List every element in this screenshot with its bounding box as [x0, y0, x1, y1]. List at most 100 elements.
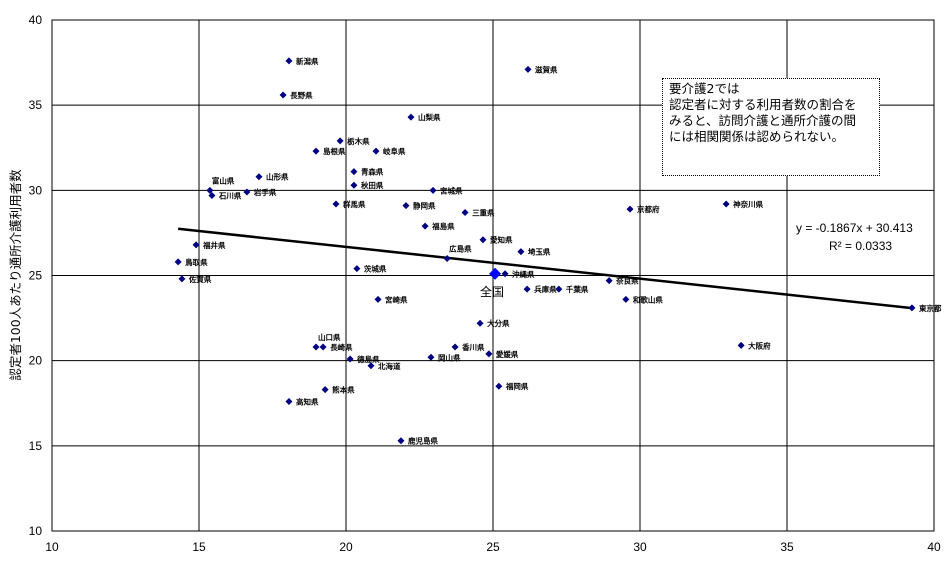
data-point-label: 大阪府	[748, 340, 771, 350]
data-point-label: 香川県	[461, 342, 485, 352]
data-point	[192, 241, 200, 249]
data-point-label: 滋賀県	[535, 64, 558, 74]
data-point	[495, 382, 503, 390]
annotation-line: 認定者に対する利用者数の割合を	[669, 97, 857, 112]
data-point	[485, 350, 493, 358]
data-point	[319, 343, 327, 351]
data-point	[178, 275, 186, 283]
data-point-label: 茨城県	[364, 264, 387, 274]
annotation-box: 要介護2では 認定者に対する利用者数の割合を みると、訪問介護と通所介護の間 に…	[662, 78, 880, 176]
data-point	[206, 186, 214, 194]
y-tick-label: 25	[29, 269, 43, 283]
data-point	[350, 181, 358, 189]
data-point-label: 愛知県	[490, 235, 513, 245]
data-point	[372, 147, 380, 155]
annotation-line: には相関関係は認められない。	[669, 129, 845, 144]
data-point	[476, 319, 484, 327]
y-tick-label: 10	[29, 524, 43, 538]
data-point-label: 福井県	[202, 240, 226, 250]
data-point	[407, 113, 415, 121]
x-tick-label: 40	[927, 540, 941, 554]
data-point-label: 和歌山県	[633, 294, 663, 304]
data-point-label: 山形県	[266, 172, 289, 182]
data-point-label: 富山県	[212, 175, 235, 185]
data-point	[397, 437, 405, 445]
data-point	[427, 353, 435, 361]
data-point	[374, 295, 382, 303]
data-point-label: 栃木県	[347, 136, 370, 146]
data-point-label: 秋田県	[360, 180, 384, 190]
data-point	[479, 236, 487, 244]
data-point-label: 神奈川県	[733, 199, 763, 209]
data-point	[605, 277, 613, 285]
data-point	[367, 362, 375, 370]
data-point-label: 岐阜県	[383, 146, 406, 156]
data-point-label: 鹿児島県	[408, 436, 438, 446]
data-point	[501, 270, 509, 278]
data-point	[523, 285, 531, 293]
trendline	[177, 227, 913, 310]
data-point-label: 群馬県	[342, 199, 366, 209]
data-point-label: 広島県	[449, 243, 472, 253]
data-point	[332, 200, 340, 208]
data-point	[737, 341, 745, 349]
trendline-group	[177, 227, 913, 310]
data-point-label: 新潟県	[296, 56, 319, 66]
y-tick-label: 35	[29, 98, 43, 112]
data-point-label: 山梨県	[418, 112, 441, 122]
data-point	[346, 355, 354, 363]
data-point	[524, 65, 532, 73]
data-point	[312, 147, 320, 155]
data-point-label: 沖縄県	[512, 269, 535, 279]
data-point-label: 島根県	[323, 146, 346, 156]
data-point-label: 静岡県	[413, 201, 436, 211]
annotation-line: みると、訪問介護と通所介護の間	[669, 113, 857, 128]
y-tick-label: 15	[29, 439, 43, 453]
data-point-label: 埼玉県	[528, 247, 551, 257]
data-point-label: 福島県	[431, 221, 455, 231]
data-point-label: 京都府	[637, 204, 660, 214]
data-point-label: 岡山県	[438, 352, 461, 362]
data-point-label: 大分県	[487, 318, 510, 328]
tick-labels: 10 15 20 25 30 35 40 10 15 20 25 30 35 40	[29, 13, 941, 554]
data-point	[285, 398, 293, 406]
x-tick-label: 35	[780, 540, 794, 554]
data-point	[285, 57, 293, 65]
data-point-label: 岩手県	[253, 187, 277, 197]
data-point	[321, 386, 329, 394]
trendline-equation: y = -0.1867x + 30.413	[796, 221, 913, 235]
x-tick-label: 10	[45, 540, 59, 554]
data-point	[421, 222, 429, 230]
data-point-label: 熊本県	[332, 385, 355, 395]
data-point	[517, 248, 525, 256]
data-point	[243, 188, 251, 196]
data-point	[555, 285, 563, 293]
data-point	[461, 208, 469, 216]
data-point-label: 三重県	[472, 207, 495, 217]
data-point	[255, 173, 263, 181]
data-point	[622, 295, 630, 303]
data-point-label: 千葉県	[566, 284, 589, 294]
data-point	[908, 304, 916, 312]
annotation-line: 要介護2では	[669, 81, 740, 96]
data-point-label: 愛媛県	[496, 349, 519, 359]
x-tick-label: 15	[192, 540, 206, 554]
data-point-label: 宮崎県	[385, 294, 408, 304]
data-point	[451, 343, 459, 351]
data-point-label: 長野県	[290, 90, 313, 100]
trendline-r2: R² = 0.0333	[829, 239, 893, 253]
data-point-label: 長崎県	[330, 342, 353, 352]
data-point-label: 佐賀県	[188, 274, 212, 284]
data-point-label: 北海道	[378, 361, 401, 371]
data-point-label: 石川県	[218, 190, 242, 200]
plot-area-border	[51, 19, 935, 532]
y-tick-label: 30	[29, 183, 43, 197]
data-point	[402, 202, 410, 210]
data-point-label: 福岡県	[505, 381, 529, 391]
data-point	[429, 186, 437, 194]
data-point-label: 兵庫県	[534, 284, 557, 294]
national-label: 全国	[480, 284, 504, 299]
data-point-label: 鳥取県	[185, 257, 208, 267]
data-point-label: 高知県	[296, 397, 319, 407]
x-tick-label: 25	[486, 540, 500, 554]
